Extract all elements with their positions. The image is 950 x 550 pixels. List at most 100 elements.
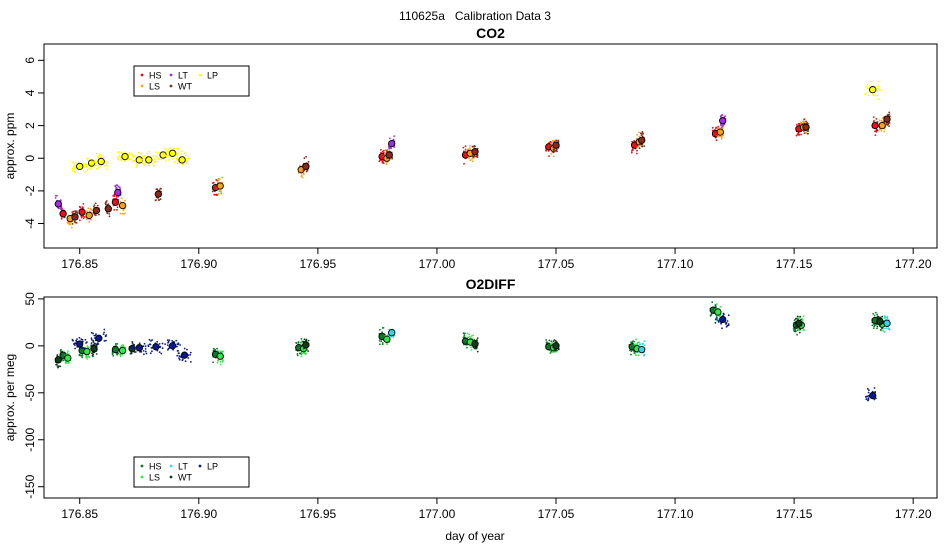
data-point bbox=[383, 149, 385, 152]
data-point bbox=[119, 355, 122, 358]
data-point bbox=[884, 327, 886, 330]
data-point bbox=[874, 134, 877, 137]
data-point bbox=[124, 151, 126, 154]
data-point bbox=[105, 160, 108, 163]
data-point bbox=[637, 354, 640, 357]
data-point bbox=[94, 163, 97, 166]
data-point bbox=[720, 138, 723, 140]
data-point bbox=[138, 342, 141, 345]
data-point bbox=[798, 331, 801, 334]
data-point bbox=[300, 174, 303, 177]
data-point bbox=[879, 325, 882, 328]
y-tick-label: 6 bbox=[23, 57, 37, 64]
data-point bbox=[91, 209, 93, 212]
data-point bbox=[471, 160, 474, 163]
data-point bbox=[795, 134, 798, 137]
data-point bbox=[59, 353, 62, 356]
data-point bbox=[638, 147, 641, 150]
data-point bbox=[874, 85, 877, 88]
mean-marker bbox=[385, 151, 393, 159]
data-point bbox=[120, 151, 123, 154]
mean-marker bbox=[85, 211, 93, 220]
legend-label: LS bbox=[149, 473, 160, 483]
data-point bbox=[885, 123, 888, 126]
data-point bbox=[717, 319, 720, 322]
data-point bbox=[305, 352, 307, 355]
data-point bbox=[86, 345, 89, 348]
data-point bbox=[633, 140, 636, 142]
mean-marker bbox=[719, 315, 727, 324]
data-point bbox=[715, 316, 718, 318]
panel-title: CO2 bbox=[476, 25, 505, 41]
data-point bbox=[876, 121, 879, 123]
data-point bbox=[97, 166, 100, 169]
data-point bbox=[720, 135, 723, 138]
data-point bbox=[98, 213, 100, 216]
data-point bbox=[388, 144, 391, 147]
data-point bbox=[298, 352, 301, 355]
data-point bbox=[141, 158, 144, 161]
panel-o2diff: O2DIFF approx. per meg 176.85 176.90 176.95 1… bbox=[3, 276, 938, 521]
data-point bbox=[473, 145, 476, 148]
data-point bbox=[121, 212, 124, 215]
series-lt bbox=[54, 114, 727, 210]
mean-marker bbox=[87, 159, 96, 167]
data-point bbox=[149, 352, 152, 355]
data-point bbox=[873, 120, 875, 122]
data-point bbox=[724, 115, 726, 118]
data-point bbox=[87, 207, 90, 210]
data-point bbox=[462, 332, 465, 334]
data-point bbox=[550, 350, 553, 353]
data-point bbox=[881, 327, 883, 330]
data-point bbox=[876, 129, 878, 131]
data-point bbox=[795, 124, 798, 126]
data-point bbox=[183, 347, 186, 350]
data-point bbox=[174, 161, 176, 164]
data-point bbox=[471, 158, 473, 160]
panel-co2: CO2 approx. ppm 176.85 176.90 176.95 177.00 17… bbox=[3, 25, 938, 271]
data-point bbox=[92, 166, 95, 168]
x-tick-label: 176.90 bbox=[180, 257, 217, 271]
data-point bbox=[60, 217, 63, 219]
data-point bbox=[117, 185, 120, 188]
data-point bbox=[105, 201, 107, 204]
data-point bbox=[90, 338, 93, 341]
data-point bbox=[464, 332, 466, 335]
data-point bbox=[154, 199, 157, 202]
x-axis-label: day of year bbox=[445, 529, 505, 543]
data-point bbox=[119, 212, 122, 215]
data-point bbox=[133, 155, 136, 157]
data-point bbox=[883, 315, 886, 317]
data-point bbox=[116, 343, 119, 345]
data-point bbox=[180, 150, 183, 153]
mean-marker bbox=[471, 148, 479, 156]
plot-frame bbox=[43, 296, 938, 499]
data-point bbox=[116, 353, 119, 355]
data-point bbox=[166, 148, 168, 151]
data-point bbox=[545, 149, 547, 152]
data-point bbox=[872, 116, 875, 118]
data-point bbox=[212, 347, 215, 350]
legend-label: LP bbox=[207, 462, 218, 472]
data-point bbox=[123, 160, 126, 163]
data-point bbox=[143, 342, 146, 345]
mean-marker bbox=[154, 190, 162, 198]
data-point bbox=[86, 159, 89, 161]
data-point bbox=[88, 157, 91, 160]
data-point bbox=[141, 162, 144, 165]
data-point bbox=[168, 339, 171, 341]
data-point bbox=[720, 114, 723, 117]
data-point bbox=[217, 193, 220, 195]
mean-marker bbox=[876, 317, 884, 326]
data-point bbox=[114, 343, 117, 345]
data-point bbox=[638, 143, 641, 146]
data-point bbox=[873, 314, 876, 317]
data-point bbox=[105, 162, 108, 165]
x-tick-label: 177.15 bbox=[776, 257, 813, 271]
data-point bbox=[220, 191, 223, 193]
data-point bbox=[382, 327, 385, 329]
data-point bbox=[556, 349, 558, 352]
data-point bbox=[166, 150, 169, 153]
data-point bbox=[94, 202, 97, 205]
data-point bbox=[725, 323, 727, 325]
